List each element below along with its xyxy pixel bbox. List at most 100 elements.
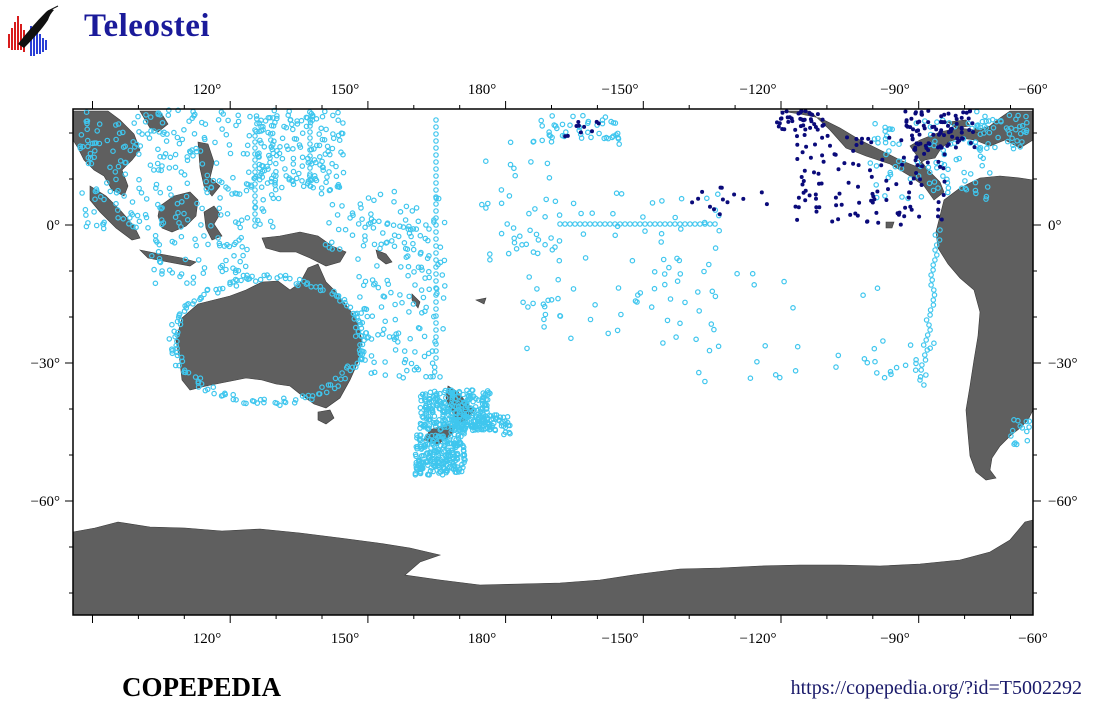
occurrence-point [89, 140, 96, 147]
occurrence-point [762, 342, 769, 349]
occurrence-point [444, 440, 451, 447]
occurrence-point [972, 187, 979, 194]
occurrence-point [300, 183, 307, 190]
occurrence-point [430, 373, 436, 380]
occurrence-point [101, 196, 107, 203]
occurrence-point [433, 131, 439, 137]
source-url[interactable]: https://copepedia.org/?id=T5002292 [790, 677, 1082, 699]
occurrence-point [391, 199, 397, 205]
occurrence-point [216, 240, 223, 247]
occurrence-point [447, 413, 454, 420]
occurrence-point [145, 225, 151, 231]
occurrence-point [172, 214, 179, 221]
occurrence-point [350, 310, 357, 317]
occurrence-point [833, 195, 838, 200]
occurrence-point [492, 426, 498, 433]
occurrence-point [397, 223, 403, 230]
occurrence-point [439, 272, 446, 278]
occurrence-point [311, 157, 318, 163]
occurrence-point [307, 183, 313, 189]
occurrence-point [1023, 113, 1029, 120]
occurrence-point [661, 271, 668, 277]
occurrence-point [437, 390, 443, 397]
occurrence-point [174, 352, 181, 359]
occurrence-point [147, 114, 154, 120]
occurrence-point [270, 150, 277, 157]
occurrence-point [927, 307, 934, 313]
occurrence-point [896, 141, 902, 148]
occurrence-point [158, 221, 165, 228]
occurrence-point [181, 172, 188, 178]
occurrence-point [890, 140, 896, 147]
occurrence-point [153, 181, 160, 188]
occurrence-point [618, 311, 624, 318]
occurrence-point [235, 267, 242, 274]
occurrence-point [799, 109, 804, 114]
occurrence-point [384, 277, 391, 284]
occurrence-point [375, 331, 381, 338]
occurrence-point [176, 140, 183, 147]
occurrence-point [421, 353, 428, 360]
occurrence-point [938, 164, 943, 169]
left-lat-label: −30° [31, 356, 60, 372]
occurrence-point [156, 129, 162, 135]
occurrence-point [490, 420, 497, 427]
occurrence-point [226, 142, 233, 148]
occurrence-point [296, 276, 303, 283]
occurrence-point [946, 111, 951, 116]
occurrence-point [440, 413, 446, 420]
occurrence-point [926, 120, 931, 125]
occurrence-point [419, 391, 426, 398]
occurrence-point [147, 162, 154, 169]
right-lat-label: 0° [1048, 218, 1062, 234]
occurrence-point [930, 287, 937, 293]
occurrence-point [192, 236, 198, 243]
occurrence-point [520, 299, 526, 306]
occurrence-point [96, 140, 103, 147]
occurrence-point [181, 210, 187, 217]
occurrence-point [235, 112, 242, 119]
occurrence-point [382, 318, 389, 325]
occurrence-point [238, 234, 245, 241]
occurrence-point [174, 200, 181, 207]
occurrence-point [879, 163, 884, 168]
occurrence-point [443, 462, 450, 469]
occurrence-point [708, 204, 712, 209]
occurrence-point [403, 203, 410, 210]
occurrence-point [914, 171, 919, 175]
copepedia-fish-histogram-logo [8, 5, 59, 56]
occurrence-point [941, 166, 946, 171]
occurrence-point [1023, 129, 1029, 136]
occurrence-point [261, 144, 268, 150]
occurrence-point [410, 246, 417, 253]
occurrence-point [260, 208, 267, 215]
occurrence-point [402, 356, 409, 363]
occurrence-point [341, 296, 348, 303]
occurrence-point [967, 109, 972, 114]
occurrence-point [256, 176, 263, 183]
occurrence-point [808, 155, 813, 160]
occurrence-point [799, 175, 804, 179]
occurrence-point [886, 187, 890, 192]
occurrence-point [377, 191, 384, 198]
occurrence-point [411, 269, 417, 275]
occurrence-point [168, 192, 174, 198]
occurrence-point [776, 374, 783, 381]
occurrence-point [116, 130, 123, 137]
occurrence-point [873, 182, 880, 188]
occurrence-point [418, 309, 425, 316]
occurrence-point [882, 128, 889, 135]
occurrence-point [846, 180, 851, 185]
occurrence-point [648, 304, 655, 310]
occurrence-point [110, 148, 116, 155]
left-lat-label: 0° [47, 218, 61, 234]
occurrence-point [815, 112, 820, 117]
occurrence-point [85, 160, 92, 167]
occurrence-point [199, 161, 206, 167]
occurrence-point [793, 204, 798, 209]
occurrence-point [546, 132, 553, 138]
occurrence-point [986, 170, 993, 176]
occurrence-point [175, 329, 181, 336]
occurrence-point [420, 423, 426, 429]
occurrence-point [190, 274, 197, 281]
